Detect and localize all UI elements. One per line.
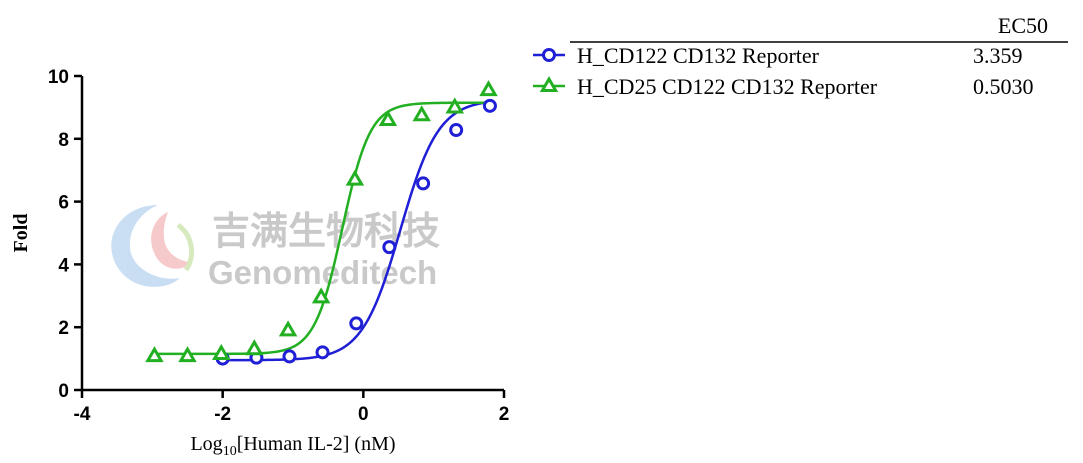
legend: EC50 H_CD122 CD132 Reporter 3.359 H_CD25 C…	[533, 13, 1068, 99]
data-point-series-2	[178, 346, 197, 363]
watermark-logo	[111, 205, 195, 287]
data-point-series-2	[479, 80, 498, 97]
legend-label-series-1: H_CD122 CD132 Reporter	[577, 43, 820, 68]
fit-curve-series-2	[154, 101, 489, 356]
x-axis-title-subscript: 10	[223, 444, 237, 459]
x-axis-ticks: -4 -2 0 2	[74, 390, 510, 425]
legend-marker-series-1	[542, 48, 556, 62]
data-point-series-2	[245, 339, 264, 356]
watermark-swoosh-red	[151, 212, 192, 269]
watermark-swoosh-blue	[111, 205, 180, 287]
data-point-series-2	[278, 320, 298, 337]
data-point-series-1	[382, 240, 397, 255]
data-point-series-2	[212, 343, 231, 360]
data-point-series-1	[349, 316, 364, 331]
x-axis-title: Log10[Human IL-2] (nM)	[190, 433, 395, 459]
data-point-series-1	[282, 349, 297, 364]
watermark-english-text: Genomeditech	[208, 254, 437, 291]
legend-header-ec50: EC50	[998, 13, 1048, 38]
fit-curves	[154, 100, 491, 362]
data-point-series-2	[378, 109, 398, 127]
data-point-series-2	[145, 346, 164, 363]
y-axis-title: Fold	[10, 214, 32, 253]
x-tick-label: 0	[358, 404, 369, 425]
x-tick-label: 2	[499, 404, 510, 425]
legend-label-series-2: H_CD25 CD122 CD132 Reporter	[577, 74, 878, 99]
watermark-chinese-text: 吉满生物科技	[212, 209, 440, 253]
y-tick-label: 8	[58, 130, 69, 151]
data-point-series-2	[445, 97, 465, 114]
data-point-series-1	[482, 98, 497, 113]
legend-marker-series-2	[539, 75, 559, 93]
watermark-helix	[176, 222, 195, 272]
y-tick-label: 0	[58, 381, 69, 402]
y-axis-ticks: 0 2 4 6 8 10	[48, 67, 82, 402]
y-tick-label: 10	[48, 67, 69, 88]
legend-ec50-series-1: 3.359	[973, 43, 1023, 68]
data-point-series-2	[412, 105, 431, 122]
y-tick-label: 2	[58, 318, 69, 339]
data-point-series-1	[315, 345, 330, 360]
y-tick-label: 6	[58, 193, 69, 214]
data-point-series-2	[311, 287, 331, 304]
legend-ec50-series-2: 0.5030	[973, 74, 1034, 99]
x-axis-title-suffix: [Human IL-2] (nM)	[237, 433, 396, 455]
data-point-series-1	[416, 176, 431, 191]
data-points	[145, 80, 498, 366]
data-point-series-2	[345, 169, 365, 186]
fit-curve-series-1	[222, 100, 491, 362]
x-axis-title-prefix: Log	[190, 433, 222, 455]
y-tick-label: 4	[58, 255, 69, 276]
data-point-series-1	[449, 123, 464, 138]
x-tick-label: -4	[74, 404, 91, 425]
x-tick-label: -2	[214, 404, 231, 425]
